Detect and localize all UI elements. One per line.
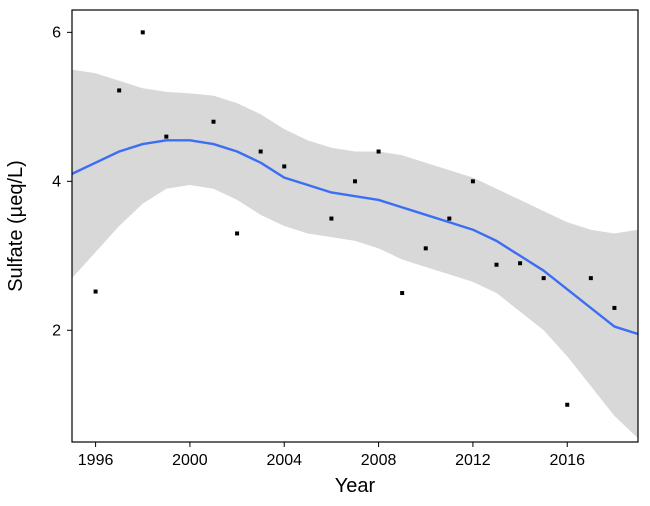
data-point (212, 120, 216, 124)
x-tick-label: 2000 (172, 452, 208, 469)
data-point (117, 88, 121, 92)
data-point (329, 217, 333, 221)
x-tick-label: 2008 (361, 452, 397, 469)
data-point (94, 290, 98, 294)
data-point (518, 261, 522, 265)
data-point (141, 30, 145, 34)
data-point (589, 276, 593, 280)
data-point (495, 263, 499, 267)
data-point (612, 306, 616, 310)
x-tick-label: 2012 (455, 452, 491, 469)
data-point (282, 164, 286, 168)
y-tick-label: 6 (52, 24, 61, 41)
data-point (235, 231, 239, 235)
data-point (259, 150, 263, 154)
y-tick-label: 2 (52, 322, 61, 339)
data-point (447, 217, 451, 221)
sulfate-vs-year-chart: 1996 2000 2004 2008 2012 2016 2 4 6 Year Sulfate (… (0, 0, 650, 506)
data-point (471, 179, 475, 183)
data-point (542, 276, 546, 280)
data-point (377, 150, 381, 154)
data-point (353, 179, 357, 183)
y-tick-label: 4 (52, 173, 61, 190)
x-tick-label: 2004 (266, 452, 302, 469)
data-point (565, 403, 569, 407)
x-axis-label: Year (335, 475, 376, 497)
data-point (164, 135, 168, 139)
y-axis-label: Sulfate (µeq/L) (5, 160, 27, 292)
x-tick-label: 1996 (78, 452, 114, 469)
x-tick-label: 2016 (549, 452, 585, 469)
data-point (400, 291, 404, 295)
data-point (424, 246, 428, 250)
